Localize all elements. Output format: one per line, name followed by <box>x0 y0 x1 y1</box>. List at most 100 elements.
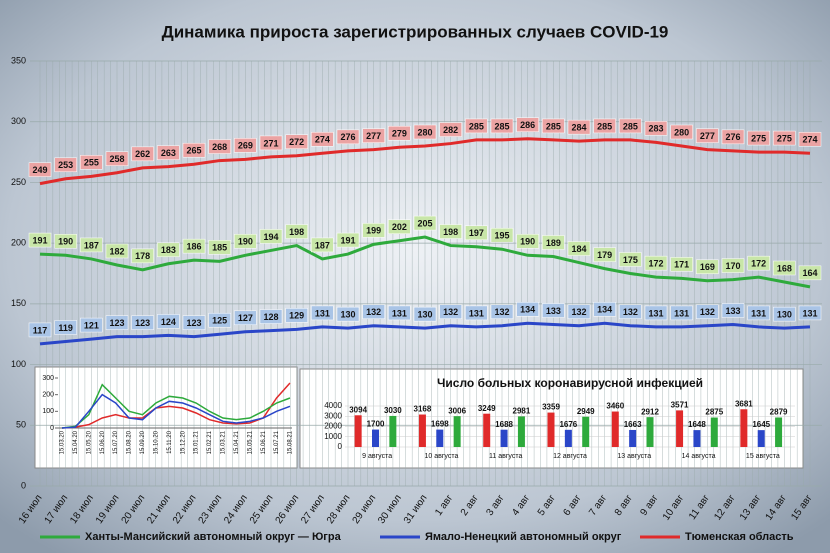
data-label-box <box>465 225 488 241</box>
data-label-box <box>644 255 668 271</box>
data-label-box <box>644 305 668 321</box>
bar <box>389 415 397 447</box>
data-label-box <box>619 304 642 319</box>
data-label: 123 <box>135 318 150 328</box>
data-label-box <box>234 310 257 326</box>
data-label: 187 <box>84 240 99 250</box>
y-tick-label: 0 <box>338 442 343 451</box>
x-tick-label: 15 августа <box>746 453 780 460</box>
x-tick-label: 15.06.21 <box>261 430 267 454</box>
data-label: 127 <box>238 313 253 323</box>
data-label-box <box>336 129 360 145</box>
data-label-box <box>413 215 437 231</box>
data-label: 134 <box>597 305 612 315</box>
y-tick-label: 350 <box>11 55 26 65</box>
data-label-box <box>54 157 77 173</box>
x-tick-label: 15.04.21 <box>234 430 240 454</box>
legend-label: Тюменская область <box>685 531 794 543</box>
data-label: 131 <box>648 308 663 318</box>
bar <box>611 411 619 447</box>
data-label-box <box>696 304 719 319</box>
data-label: 191 <box>340 235 355 245</box>
bar-value-label: 1676 <box>559 420 577 429</box>
bar-value-label: 3571 <box>671 401 689 410</box>
x-tick-label: 15.03.21 <box>221 430 227 454</box>
data-label-box <box>516 117 539 132</box>
x-tick-label: 15.02.21 <box>207 430 213 454</box>
data-label: 132 <box>700 307 715 317</box>
bar-value-label: 2879 <box>770 408 788 417</box>
data-label-box <box>182 142 206 158</box>
data-label-box <box>465 305 488 321</box>
data-label-box <box>336 306 360 322</box>
data-label-box <box>542 235 565 250</box>
bar-value-label: 2981 <box>513 407 531 416</box>
bar-value-label: 1688 <box>495 420 513 429</box>
x-tick-label: 15.05.20 <box>86 430 92 454</box>
data-label-box <box>721 258 745 273</box>
data-label: 285 <box>623 121 638 131</box>
data-label: 169 <box>700 262 715 272</box>
data-label-box <box>721 303 745 318</box>
x-tick-label: 15.03.20 <box>60 430 66 454</box>
data-label: 172 <box>648 259 663 269</box>
data-label: 134 <box>520 305 535 315</box>
data-label: 279 <box>392 129 407 139</box>
data-label: 132 <box>443 307 458 317</box>
bar <box>710 417 718 447</box>
data-label-box <box>105 315 129 330</box>
x-tick-label: 15.05.21 <box>247 430 253 454</box>
data-label: 119 <box>58 323 73 333</box>
series-line <box>61 383 291 429</box>
data-label-box <box>747 255 770 271</box>
bar-value-label: 3249 <box>478 404 496 413</box>
x-tick-label: 15.12.20 <box>180 430 186 454</box>
x-tick-label: 15.08.20 <box>127 430 133 454</box>
data-label: 195 <box>494 231 509 241</box>
data-label: 190 <box>58 237 73 247</box>
data-label: 130 <box>777 310 792 320</box>
data-label-box <box>157 145 180 160</box>
y-tick-label: 200 <box>42 392 54 399</box>
data-label: 170 <box>725 261 740 271</box>
data-label: 249 <box>32 165 47 175</box>
data-label-box <box>28 232 52 248</box>
data-label: 197 <box>469 228 484 238</box>
data-label: 131 <box>315 308 330 318</box>
data-label-box <box>490 118 514 134</box>
bar-value-label: 3681 <box>735 399 753 408</box>
data-label: 189 <box>546 238 561 248</box>
data-label: 131 <box>469 308 484 318</box>
chart-title: Динамика прироста зарегистрированных слу… <box>162 22 669 41</box>
data-label: 263 <box>161 148 176 158</box>
data-label-box <box>567 241 591 256</box>
data-label: 198 <box>443 227 458 237</box>
series-line <box>61 382 291 429</box>
data-label: 187 <box>315 240 330 250</box>
y-tick-label: 1000 <box>324 432 342 441</box>
data-label-box <box>182 238 206 254</box>
bar <box>500 429 508 447</box>
data-label: 255 <box>84 158 99 168</box>
data-label: 272 <box>289 137 304 147</box>
data-label: 131 <box>802 308 817 318</box>
data-label-box <box>593 302 616 317</box>
x-tick-label: 14 августа <box>682 453 716 460</box>
data-label-box <box>490 304 514 319</box>
data-label: 276 <box>340 132 355 142</box>
bar-value-label: 3094 <box>349 405 367 414</box>
data-label-box <box>798 132 822 147</box>
data-label-box <box>619 252 642 267</box>
data-label-box <box>798 305 822 321</box>
data-label-box <box>131 315 154 330</box>
data-label: 275 <box>777 133 792 143</box>
bar-value-label: 1700 <box>367 420 385 429</box>
data-label-box <box>773 306 796 322</box>
bar <box>517 416 525 447</box>
data-label-box <box>311 305 334 321</box>
bar <box>564 429 572 447</box>
data-label-box <box>131 248 154 264</box>
bar <box>693 430 701 447</box>
bar <box>740 409 748 447</box>
